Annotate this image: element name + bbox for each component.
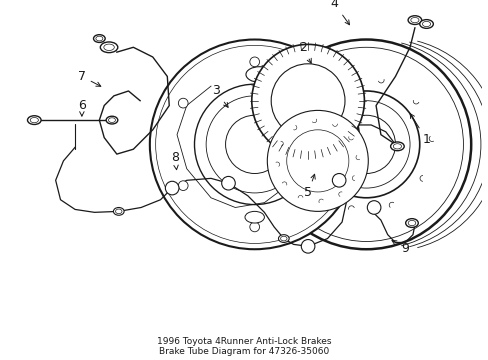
Circle shape [332,174,345,187]
Ellipse shape [244,211,264,223]
Text: 9: 9 [391,240,408,255]
Circle shape [149,40,359,249]
Ellipse shape [405,219,417,228]
Circle shape [271,64,344,138]
Circle shape [312,91,419,198]
Circle shape [269,47,463,242]
Text: 3: 3 [211,85,227,107]
Ellipse shape [245,67,273,82]
Ellipse shape [93,35,105,42]
Ellipse shape [410,18,418,23]
Ellipse shape [103,44,114,50]
Text: 7: 7 [78,70,101,86]
Circle shape [337,115,395,174]
Circle shape [221,176,235,190]
Circle shape [178,181,188,190]
Circle shape [155,45,353,243]
Circle shape [194,84,314,204]
Circle shape [366,201,380,214]
Text: 1996 Toyota 4Runner Anti-Lock Brakes
Brake Tube Diagram for 47326-35060: 1996 Toyota 4Runner Anti-Lock Brakes Bra… [157,337,331,356]
Ellipse shape [407,16,421,24]
Circle shape [165,181,179,195]
Ellipse shape [113,207,124,215]
Text: 5: 5 [304,174,315,199]
Ellipse shape [27,116,41,125]
Circle shape [321,98,330,108]
Circle shape [267,111,367,211]
Ellipse shape [115,209,122,214]
Ellipse shape [96,36,102,41]
Ellipse shape [108,118,115,122]
Circle shape [251,44,364,157]
Ellipse shape [278,235,288,242]
Circle shape [178,98,188,108]
Ellipse shape [106,116,118,124]
Ellipse shape [30,117,38,123]
Circle shape [249,57,259,67]
Ellipse shape [100,42,118,53]
Text: 6: 6 [78,99,85,116]
Text: 8: 8 [171,150,179,170]
Text: 4: 4 [330,0,349,25]
Circle shape [322,101,409,188]
Text: 1: 1 [409,114,429,146]
Circle shape [225,115,283,174]
Circle shape [206,96,303,193]
Ellipse shape [392,144,401,149]
Text: 2: 2 [299,41,310,63]
Circle shape [249,222,259,232]
Ellipse shape [280,236,286,241]
Ellipse shape [407,220,415,226]
Ellipse shape [422,21,430,27]
Circle shape [321,181,330,190]
Circle shape [286,130,348,192]
Circle shape [261,40,470,249]
Ellipse shape [419,19,432,28]
Ellipse shape [390,142,404,151]
Circle shape [301,239,314,253]
